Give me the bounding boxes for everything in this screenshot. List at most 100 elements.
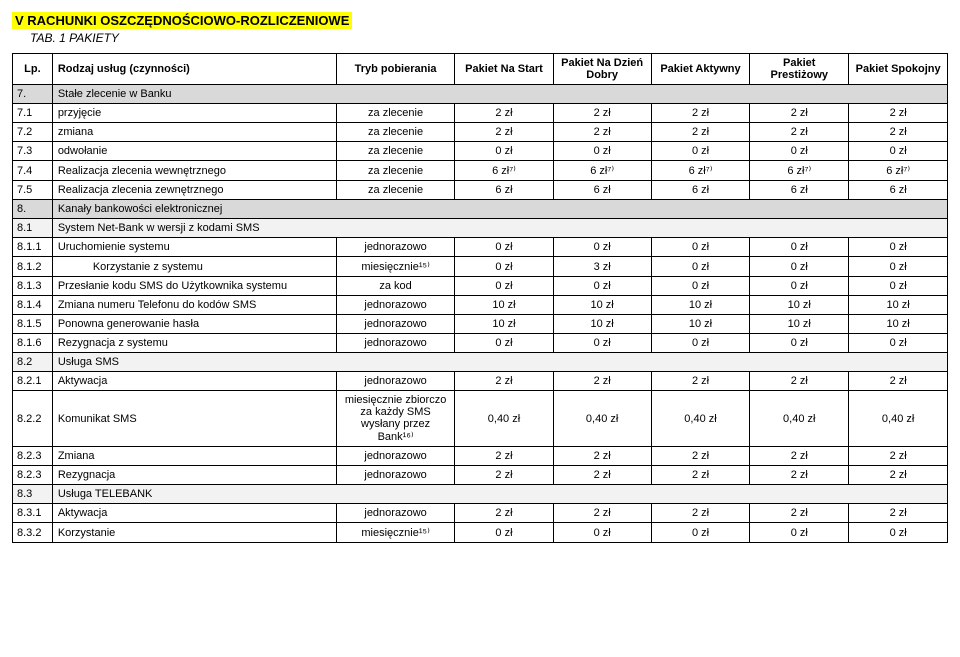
row-tryb: jednorazowo: [336, 334, 455, 353]
row-value: 0 zł: [651, 334, 750, 353]
row-lp: 8.1.6: [13, 334, 53, 353]
row-value: 0,40 zł: [651, 391, 750, 447]
row-value: 0,40 zł: [750, 391, 849, 447]
row-value: 0 zł: [750, 277, 849, 296]
table-row: 8.1.6Rezygnacja z systemujednorazowo0 zł…: [13, 334, 948, 353]
row-value: 2 zł: [750, 504, 849, 523]
row-value: 10 zł: [750, 296, 849, 315]
row-lp: 8.3: [13, 485, 53, 504]
row-tryb: jednorazowo: [336, 315, 455, 334]
row-name: Ponowna generowanie hasła: [52, 315, 336, 334]
table-row: 8.3.2Korzystaniemiesięcznie¹⁵⁾0 zł0 zł0 …: [13, 523, 948, 543]
row-value: 2 zł: [553, 123, 651, 142]
row-lp: 7.1: [13, 104, 53, 123]
row-name: Korzystanie z systemu: [52, 257, 336, 277]
row-value: 2 zł: [849, 123, 948, 142]
table-row: 8.2.3Rezygnacjajednorazowo2 zł2 zł2 zł2 …: [13, 466, 948, 485]
row-name: Korzystanie: [52, 523, 336, 543]
row-value: 2 zł: [750, 447, 849, 466]
row-value: 0 zł: [651, 523, 750, 543]
row-value: 2 zł: [750, 372, 849, 391]
row-tryb: jednorazowo: [336, 296, 455, 315]
table-row: 7.1przyjęcieza zlecenie2 zł2 zł2 zł2 zł2…: [13, 104, 948, 123]
section-title: V RACHUNKI OSZCZĘDNOŚCIOWO-ROZLICZENIOWE: [12, 12, 352, 29]
row-value: 2 zł: [849, 504, 948, 523]
table-row: 8.1System Net-Bank w wersji z kodami SMS: [13, 219, 948, 238]
row-value: 2 zł: [651, 104, 750, 123]
row-value: 2 zł: [651, 372, 750, 391]
row-tryb: za zlecenie: [336, 142, 455, 161]
table-row: 7.4Realizacja zlecenia wewnętrznegoza zl…: [13, 161, 948, 181]
row-lp: 8.1.4: [13, 296, 53, 315]
row-value: 0 zł: [455, 334, 553, 353]
row-value: 2 zł: [455, 447, 553, 466]
row-name: Rezygnacja z systemu: [52, 334, 336, 353]
row-name: Usługa SMS: [52, 353, 947, 372]
row-name: Przesłanie kodu SMS do Użytkownika syste…: [52, 277, 336, 296]
row-lp: 7.5: [13, 181, 53, 200]
row-lp: 8.: [13, 200, 53, 219]
sub-title: TAB. 1 PAKIETY: [12, 31, 948, 45]
row-name: Stałe zlecenie w Banku: [52, 85, 947, 104]
row-value: 0 zł: [553, 142, 651, 161]
row-value: 0 zł: [553, 523, 651, 543]
col-p4: Pakiet Prestiżowy: [750, 54, 849, 85]
row-value: 2 zł: [750, 466, 849, 485]
row-tryb: za kod: [336, 277, 455, 296]
row-name: odwołanie: [52, 142, 336, 161]
row-lp: 8.3.1: [13, 504, 53, 523]
table-row: 8.2.2Komunikat SMSmiesięcznie zbiorczo z…: [13, 391, 948, 447]
row-tryb: za zlecenie: [336, 181, 455, 200]
row-value: 0 zł: [651, 257, 750, 277]
row-tryb: za zlecenie: [336, 123, 455, 142]
row-value: 2 zł: [553, 447, 651, 466]
row-value: 0 zł: [651, 142, 750, 161]
row-name: zmiana: [52, 123, 336, 142]
row-value: 6 zł⁷⁾: [651, 161, 750, 181]
row-value: 2 zł: [553, 466, 651, 485]
row-value: 2 zł: [651, 123, 750, 142]
row-tryb: miesięcznie zbiorczo za każdy SMS wysłan…: [336, 391, 455, 447]
row-name: Usługa TELEBANK: [52, 485, 947, 504]
row-tryb: jednorazowo: [336, 504, 455, 523]
table-row: 8.3Usługa TELEBANK: [13, 485, 948, 504]
row-lp: 8.1.3: [13, 277, 53, 296]
row-tryb: miesięcznie¹⁵⁾: [336, 523, 455, 543]
row-value: 2 zł: [849, 372, 948, 391]
table-row: 8.1.1Uruchomienie systemujednorazowo0 zł…: [13, 238, 948, 257]
row-value: 0 zł: [651, 238, 750, 257]
row-lp: 8.1: [13, 219, 53, 238]
row-value: 0 zł: [849, 238, 948, 257]
table-row: 7.3odwołanieza zlecenie0 zł0 zł0 zł0 zł0…: [13, 142, 948, 161]
row-value: 0 zł: [455, 257, 553, 277]
row-value: 6 zł: [849, 181, 948, 200]
table-row: 8.2.3Zmianajednorazowo2 zł2 zł2 zł2 zł2 …: [13, 447, 948, 466]
table-row: 8.2Usługa SMS: [13, 353, 948, 372]
row-value: 0 zł: [651, 277, 750, 296]
row-lp: 7.2: [13, 123, 53, 142]
row-tryb: jednorazowo: [336, 447, 455, 466]
row-value: 10 zł: [455, 315, 553, 334]
row-value: 0 zł: [553, 334, 651, 353]
row-value: 6 zł⁷⁾: [849, 161, 948, 181]
table-row: 7.Stałe zlecenie w Banku: [13, 85, 948, 104]
table-row: 8.1.3Przesłanie kodu SMS do Użytkownika …: [13, 277, 948, 296]
row-value: 10 zł: [750, 315, 849, 334]
row-name: Rezygnacja: [52, 466, 336, 485]
row-value: 2 zł: [455, 466, 553, 485]
row-value: 2 zł: [750, 104, 849, 123]
col-tryb: Tryb pobierania: [336, 54, 455, 85]
row-value: 0 zł: [750, 238, 849, 257]
row-tryb: jednorazowo: [336, 372, 455, 391]
row-lp: 8.1.2: [13, 257, 53, 277]
col-name: Rodzaj usług (czynności): [52, 54, 336, 85]
row-name: Aktywacja: [52, 372, 336, 391]
row-lp: 8.1.1: [13, 238, 53, 257]
table-row: 8.Kanały bankowości elektronicznej: [13, 200, 948, 219]
row-value: 2 zł: [849, 104, 948, 123]
row-tryb: jednorazowo: [336, 466, 455, 485]
row-value: 10 zł: [553, 296, 651, 315]
col-lp: Lp.: [13, 54, 53, 85]
row-lp: 7.: [13, 85, 53, 104]
row-lp: 8.1.5: [13, 315, 53, 334]
